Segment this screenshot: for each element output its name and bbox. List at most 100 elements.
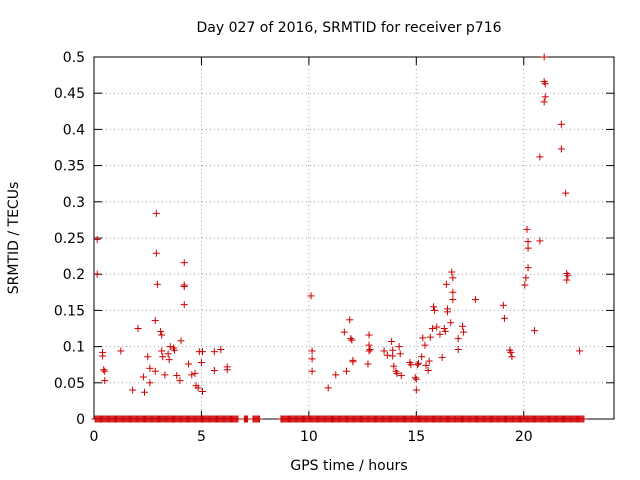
data-point <box>443 308 451 316</box>
data-point <box>436 330 444 338</box>
data-point <box>564 272 572 280</box>
y-tick-label: 0.4 <box>63 122 85 138</box>
data-point <box>396 350 404 358</box>
data-point <box>188 371 196 379</box>
data-point <box>364 360 372 368</box>
data-point <box>390 362 398 370</box>
data-point <box>380 347 388 355</box>
data-point <box>442 280 450 288</box>
data-point <box>134 325 142 332</box>
data-point <box>500 314 508 322</box>
data-point <box>389 352 397 360</box>
data-point <box>365 331 373 339</box>
data-point <box>419 334 427 342</box>
data-point <box>117 347 125 355</box>
data-point <box>144 353 152 361</box>
data-point <box>191 369 199 377</box>
data-point <box>308 355 316 363</box>
y-tick-label: 0.35 <box>54 159 85 175</box>
data-point <box>426 333 434 341</box>
data-point <box>499 301 507 309</box>
y-axis-label: SRMTID / TECUs <box>6 182 22 295</box>
data-point <box>255 415 263 423</box>
data-point <box>307 292 315 300</box>
y-tick-label: 0.45 <box>54 86 85 102</box>
data-point <box>177 337 185 345</box>
data-point <box>165 356 173 364</box>
data-point <box>425 357 433 365</box>
data-point <box>158 331 166 339</box>
data-point <box>449 274 457 282</box>
data-point <box>308 347 316 355</box>
data-point <box>347 335 355 343</box>
data-point <box>536 153 544 161</box>
data-point <box>414 359 422 367</box>
data-point <box>540 53 548 61</box>
data-point <box>454 345 462 353</box>
y-tick-label: 0.1 <box>63 340 85 356</box>
x-axis-label: GPS time / hours <box>290 458 407 474</box>
data-point <box>441 327 449 335</box>
data-point <box>536 237 544 245</box>
data-point <box>340 328 348 336</box>
data-point <box>223 366 231 374</box>
data-point <box>524 238 532 246</box>
data-point <box>449 296 457 304</box>
data-point <box>164 350 172 358</box>
y-tick-label: 0 <box>76 412 85 428</box>
data-point <box>431 306 439 314</box>
data-point <box>99 352 107 360</box>
data-point <box>157 327 165 335</box>
data-point <box>101 377 109 385</box>
data-point <box>100 366 108 374</box>
data-point <box>447 319 455 327</box>
data-point <box>422 361 430 369</box>
x-tick-label: 5 <box>197 429 206 445</box>
data-point <box>507 348 515 356</box>
data-point <box>129 386 137 394</box>
data-point <box>454 335 462 343</box>
data-point <box>388 338 396 346</box>
data-point <box>440 325 448 332</box>
data-point <box>562 189 570 197</box>
y-tick-label: 0.2 <box>63 267 85 283</box>
data-point <box>407 361 415 369</box>
data-point <box>180 301 188 309</box>
data-point <box>210 366 218 374</box>
data-point <box>342 367 350 375</box>
data-point <box>580 415 588 423</box>
data-point <box>210 348 218 356</box>
data-point <box>199 387 207 395</box>
data-point <box>413 361 421 369</box>
data-point <box>557 145 565 153</box>
data-point <box>524 264 532 272</box>
data-point <box>217 345 225 353</box>
data-point <box>140 388 148 396</box>
x-tick-label: 10 <box>300 429 318 445</box>
x-tick-label: 0 <box>90 429 99 445</box>
data-point <box>460 328 468 336</box>
chart-title: Day 027 of 2016, SRMTID for receiver p71… <box>196 20 501 36</box>
data-point <box>433 323 441 331</box>
data-point <box>158 347 166 355</box>
data-point <box>308 367 316 375</box>
y-tick-label: 0.5 <box>63 50 85 66</box>
data-point <box>194 384 202 392</box>
data-point <box>348 336 356 344</box>
data-point <box>185 360 193 368</box>
data-point <box>393 369 401 377</box>
data-point <box>540 98 548 106</box>
data-point <box>139 373 147 381</box>
data-point <box>151 367 159 375</box>
data-point <box>541 93 549 101</box>
data-point <box>524 244 532 252</box>
data-point <box>146 379 154 387</box>
data-point <box>563 276 571 284</box>
data-point <box>448 268 456 276</box>
data-point <box>424 366 432 374</box>
data-point <box>365 347 373 355</box>
data-point <box>197 359 205 367</box>
data-point <box>101 367 109 375</box>
x-tick-label: 15 <box>407 429 425 445</box>
data-point <box>418 353 426 361</box>
